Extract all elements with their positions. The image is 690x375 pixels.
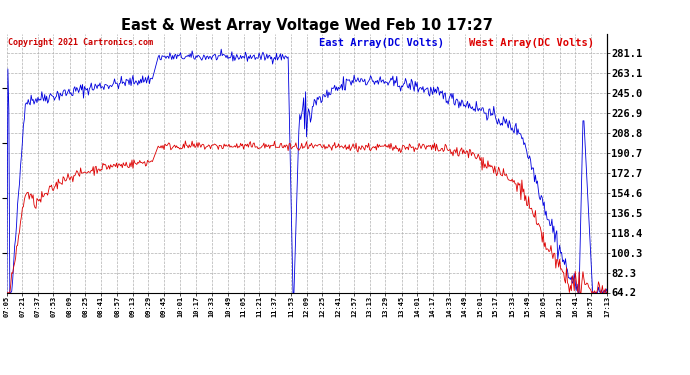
Text: Copyright 2021 Cartronics.com: Copyright 2021 Cartronics.com <box>8 38 153 46</box>
Text: East Array(DC Volts): East Array(DC Volts) <box>319 38 444 48</box>
Text: West Array(DC Volts): West Array(DC Volts) <box>469 38 594 48</box>
Title: East & West Array Voltage Wed Feb 10 17:27: East & West Array Voltage Wed Feb 10 17:… <box>121 18 493 33</box>
